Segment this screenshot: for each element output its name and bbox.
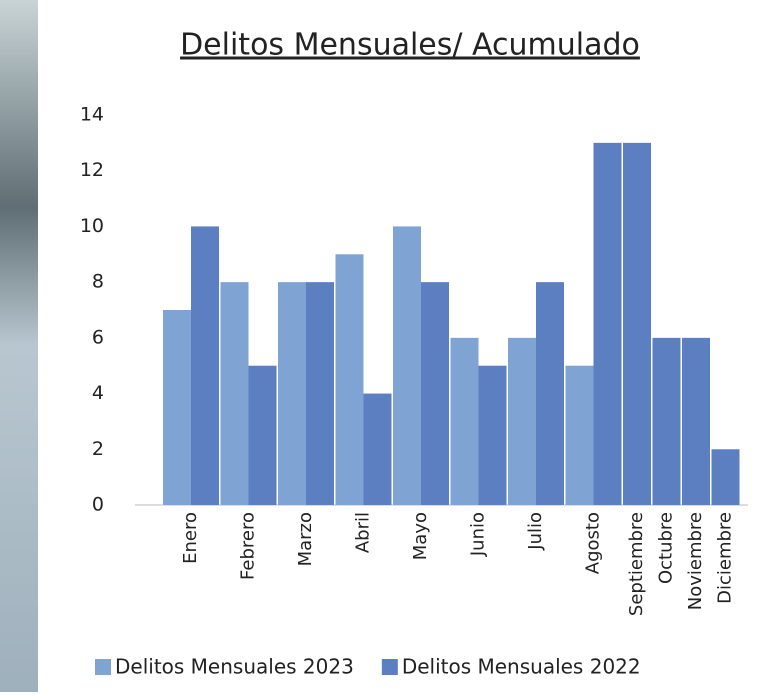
- bar: [508, 338, 536, 505]
- bar: [623, 143, 651, 505]
- y-tick-label: 12: [80, 159, 104, 181]
- x-tick-label: Enero: [180, 512, 201, 564]
- bar: [393, 226, 421, 505]
- x-tick-label: Septiembre: [626, 512, 647, 616]
- bar: [221, 282, 249, 505]
- y-tick-label: 6: [92, 326, 104, 348]
- y-tick-label: 10: [80, 215, 104, 237]
- y-tick-label: 8: [92, 271, 104, 293]
- chart: Delitos Mensuales/ Acumulado 0 2 4 6 8 10 12 14…: [0, 0, 769, 692]
- y-tick-label: 14: [80, 104, 104, 126]
- side-photo: [0, 0, 38, 692]
- bar: [682, 338, 710, 505]
- x-tick-label: Junio: [468, 512, 489, 557]
- bar: [191, 226, 219, 505]
- bar: [336, 254, 364, 505]
- x-tick-label: Abril: [353, 512, 374, 553]
- x-tick-label: Febrero: [238, 512, 259, 580]
- y-tick-label: 4: [92, 382, 104, 404]
- x-tick-label: Octubre: [656, 512, 677, 584]
- x-tick-label: Mayo: [410, 512, 431, 560]
- bar: [653, 338, 681, 505]
- chart-title: Delitos Mensuales/ Acumulado: [180, 28, 640, 63]
- x-tick-label: Marzo: [295, 512, 316, 566]
- bar: [451, 338, 479, 505]
- y-tick-label: 2: [92, 438, 104, 460]
- y-tick-label: 0: [92, 494, 104, 516]
- x-tick-label: Julio: [525, 512, 546, 551]
- bar: [421, 282, 449, 505]
- legend-swatch: [382, 659, 398, 675]
- bar: [479, 366, 507, 505]
- bar: [163, 310, 191, 505]
- bar: [712, 449, 740, 505]
- x-tick-label: Agosto: [583, 512, 604, 574]
- x-tick-label: Noviembre: [685, 512, 706, 610]
- legend-label: Delitos Mensuales 2023: [115, 655, 354, 679]
- bar: [566, 366, 594, 505]
- bar: [364, 394, 392, 505]
- legend-label: Delitos Mensuales 2022: [402, 655, 641, 679]
- legend-swatch: [95, 659, 111, 675]
- bar: [278, 282, 306, 505]
- x-tick-label: Diciembre: [715, 512, 736, 604]
- bar: [249, 366, 277, 505]
- bar: [594, 143, 622, 505]
- bar: [306, 282, 334, 505]
- bar: [536, 282, 564, 505]
